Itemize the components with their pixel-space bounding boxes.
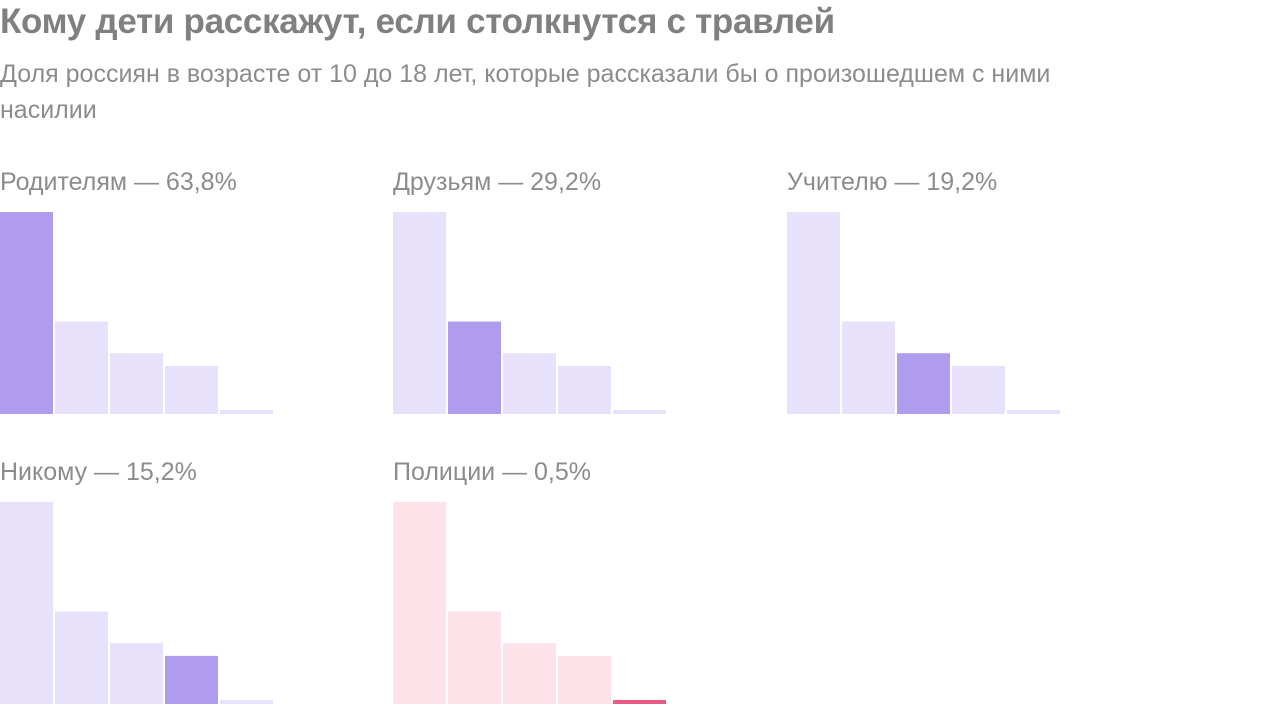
chart-title: Кому дети расскажут, если столкнутся с т…: [0, 2, 835, 41]
bar-5: [220, 410, 273, 414]
bar-2: [448, 321, 501, 414]
bar-2: [842, 321, 895, 414]
bar-1: [0, 212, 53, 414]
bar-4: [558, 655, 611, 704]
panel-chart: [0, 502, 273, 704]
bar-5: [613, 700, 666, 704]
bar-4: [165, 655, 218, 704]
panel-chart: [0, 212, 273, 414]
chart-subtitle: Доля россиян в возрасте от 10 до 18 лет,…: [0, 60, 1051, 124]
bar-3: [897, 353, 950, 414]
bar-3: [503, 353, 556, 414]
bar-2: [55, 611, 108, 704]
panel-teacher: Учителю — 19,2%: [787, 168, 1087, 418]
bar-5: [613, 410, 666, 414]
panel-parents: Родителям — 63,8%: [0, 168, 300, 418]
bar-5: [1007, 410, 1060, 414]
panel-police: Полиции — 0,5%: [393, 458, 693, 708]
bar-4: [165, 365, 218, 414]
bar-5: [220, 700, 273, 704]
bar-3: [110, 353, 163, 414]
panel-nobody: Никому — 15,2%: [0, 458, 300, 708]
panel-label: Друзьям — 29,2%: [393, 168, 602, 196]
panel-label: Никому — 15,2%: [0, 458, 197, 486]
panel-label: Родителям — 63,8%: [0, 168, 237, 196]
panel-chart: [393, 502, 666, 704]
bar-1: [393, 212, 446, 414]
bar-4: [952, 365, 1005, 414]
panel-chart: [393, 212, 666, 414]
panel-chart: [787, 212, 1060, 414]
bar-3: [110, 643, 163, 704]
bar-1: [0, 502, 53, 704]
bar-4: [558, 365, 611, 414]
bar-3: [503, 643, 556, 704]
bar-1: [787, 212, 840, 414]
bar-2: [448, 611, 501, 704]
panel-label: Учителю — 19,2%: [787, 168, 998, 196]
panel-friends: Друзьям — 29,2%: [393, 168, 693, 418]
bar-1: [393, 502, 446, 704]
bar-2: [55, 321, 108, 414]
panel-label: Полиции — 0,5%: [393, 458, 591, 486]
